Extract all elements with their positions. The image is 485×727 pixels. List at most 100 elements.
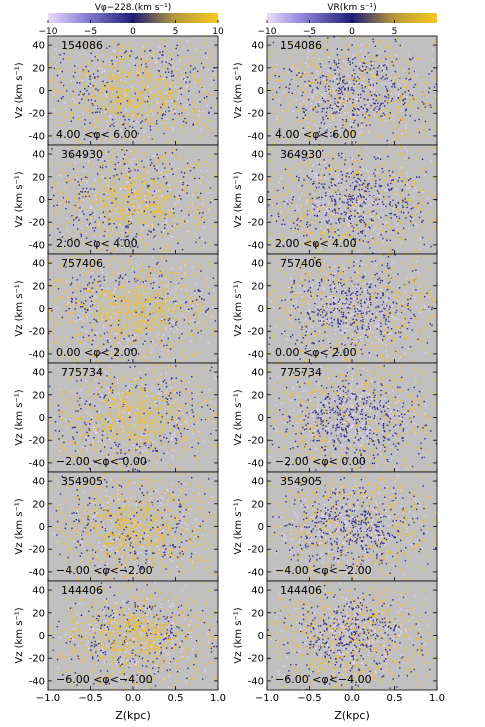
scatter-point (93, 124, 95, 126)
scatter-point (171, 209, 173, 212)
scatter-point (305, 223, 308, 226)
scatter-point (300, 27, 301, 28)
scatter-point (422, 94, 425, 96)
scatter-point (105, 166, 107, 168)
scatter-point (158, 161, 160, 163)
scatter-point (116, 215, 118, 217)
scatter-point (379, 116, 381, 118)
scatter-point (309, 163, 311, 166)
scatter-point (336, 78, 338, 80)
scatter-point (134, 217, 136, 220)
scatter-point (269, 77, 271, 79)
scatter-point (102, 204, 104, 207)
scatter-point (189, 165, 191, 168)
scatter-point (324, 65, 326, 67)
scatter-point (406, 211, 408, 213)
scatter-point (367, 91, 369, 93)
scatter-point (204, 218, 207, 220)
scatter-point (386, 44, 388, 46)
scatter-point (82, 194, 84, 197)
scatter-point (173, 179, 175, 182)
scatter-point (114, 88, 116, 90)
scatter-point (287, 93, 289, 95)
scatter-point (308, 168, 310, 170)
scatter-point (165, 50, 167, 52)
scatter-point (406, 131, 409, 133)
scatter-point (165, 66, 168, 69)
scatter-point (334, 89, 336, 91)
scatter-point (126, 100, 129, 102)
scatter-point (310, 231, 313, 233)
scatter-point (370, 60, 372, 63)
scatter-point (196, 118, 198, 120)
panel-phi-label: 2.00 <φ< 4.00 (56, 237, 138, 250)
scatter-point (138, 208, 141, 210)
scatter-point (368, 223, 370, 225)
scatter-point (369, 91, 371, 93)
scatter-point (352, 244, 354, 246)
scatter-point (111, 189, 113, 192)
scatter-point (377, 227, 380, 229)
scatter-point (196, 189, 199, 191)
scatter-point (400, 118, 402, 121)
scatter-point (357, 82, 360, 84)
scatter-point (373, 89, 375, 91)
scatter-point (61, 236, 64, 238)
scatter-point (116, 174, 118, 176)
scatter-point (138, 72, 140, 74)
scatter-point (214, 163, 217, 165)
scatter-point (110, 84, 112, 87)
scatter-point (326, 229, 328, 231)
scatter-point (303, 234, 305, 236)
scatter-point (286, 110, 289, 112)
scatter-point (77, 100, 79, 102)
scatter-point (268, 66, 270, 68)
scatter-point (135, 242, 137, 244)
scatter-point (163, 135, 166, 137)
scatter-point (114, 148, 116, 150)
scatter-point (132, 106, 135, 108)
scatter-point (113, 109, 115, 112)
scatter-point (332, 80, 334, 83)
scatter-point (150, 111, 152, 114)
scatter-point (276, 122, 278, 124)
scatter-point (144, 113, 146, 115)
scatter-point (120, 103, 122, 105)
scatter-point (172, 111, 174, 114)
scatter-point (349, 234, 351, 236)
scatter-point (108, 185, 110, 188)
scatter-point (355, 98, 357, 101)
scatter-point (106, 66, 108, 68)
scatter-point (150, 224, 152, 226)
scatter-point (448, 144, 449, 145)
scatter-point (57, 113, 59, 115)
scatter-point (336, 48, 338, 50)
scatter-point (158, 85, 160, 87)
scatter-point (72, 98, 74, 100)
scatter-point (104, 91, 107, 93)
scatter-point (162, 92, 165, 94)
scatter-point (71, 164, 73, 166)
scatter-point (109, 87, 111, 90)
scatter-point (200, 218, 202, 220)
scatter-point (126, 138, 128, 140)
scatter-point (245, 45, 246, 46)
scatter-point (325, 29, 326, 30)
scatter-point (154, 238, 157, 240)
scatter-point (158, 159, 160, 161)
scatter-point (149, 73, 151, 75)
scatter-point (313, 154, 315, 157)
scatter-point (115, 109, 117, 111)
scatter-point (357, 123, 359, 125)
scatter-point (188, 90, 190, 92)
scatter-point (375, 75, 377, 77)
scatter-point (193, 216, 195, 219)
scatter-point (283, 91, 285, 93)
scatter-point (301, 72, 304, 75)
scatter-point (330, 219, 332, 221)
scatter-point (355, 65, 357, 68)
scatter-point (157, 155, 160, 158)
scatter-point (119, 79, 122, 81)
scatter-point (369, 247, 371, 249)
scatter-point (133, 63, 135, 65)
